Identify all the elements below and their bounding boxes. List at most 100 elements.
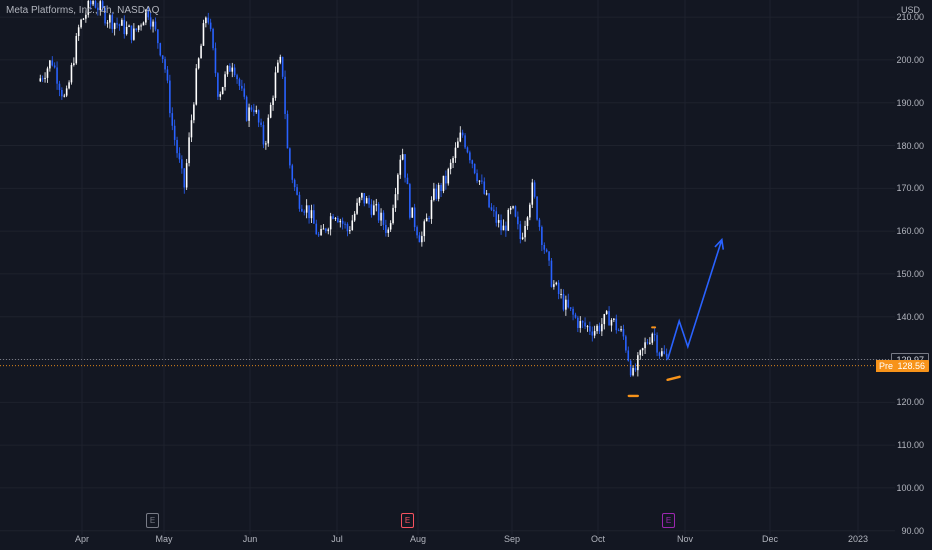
candle-body: [207, 17, 210, 23]
candle-body: [572, 308, 574, 315]
candle-body: [481, 180, 483, 182]
candle-body: [152, 21, 154, 27]
candle-body: [310, 210, 313, 219]
candle-body: [269, 104, 272, 118]
candle-body: [44, 77, 46, 79]
candle-body: [586, 326, 589, 328]
candle-body: [221, 87, 224, 95]
candle-body: [526, 217, 529, 226]
candle-body: [49, 60, 51, 69]
earnings-event-icon[interactable]: E: [401, 513, 414, 528]
candle-body: [349, 230, 351, 232]
candle-body: [92, 1, 94, 5]
x-tick-label: Jun: [242, 534, 258, 544]
candle-body: [46, 68, 49, 78]
candle-body: [608, 311, 610, 326]
candle-body: [589, 326, 591, 332]
currency-label: USD: [900, 5, 920, 15]
candle-body: [236, 75, 238, 80]
candle-body: [442, 175, 445, 192]
candle-body: [380, 212, 382, 221]
candle-body: [605, 311, 608, 315]
chart-title: Meta Platforms, Inc., 4h, NASDAQ: [6, 5, 160, 16]
x-tick-label: Apr: [74, 534, 90, 544]
candle-body: [188, 137, 190, 164]
candle-body: [603, 314, 606, 325]
candle-body: [169, 80, 171, 114]
candle-body: [435, 188, 438, 199]
candle-body: [176, 139, 178, 154]
candle-body: [245, 96, 248, 121]
candle-body: [440, 184, 442, 192]
candle-body: [461, 132, 464, 136]
candle-body: [346, 223, 349, 232]
candle-body: [375, 204, 378, 206]
candle-body: [195, 68, 198, 105]
candle-body: [459, 132, 462, 142]
candle-body: [591, 331, 594, 336]
candle-body: [433, 188, 435, 200]
candle-body: [365, 198, 368, 204]
candle-body: [65, 88, 68, 96]
candle-body: [493, 209, 495, 212]
candle-body: [512, 206, 514, 208]
candle-body: [629, 360, 632, 376]
candle-body: [565, 299, 567, 310]
x-tick-label: May: [155, 534, 173, 544]
candle-body: [159, 43, 162, 56]
earnings-event-icon[interactable]: E: [662, 513, 675, 528]
candle-body: [133, 28, 135, 40]
candle-body: [425, 217, 428, 222]
candle-body: [308, 205, 310, 219]
candle-body: [171, 113, 174, 126]
candle-body: [452, 158, 454, 163]
candle-body: [341, 220, 344, 224]
candle-body: [413, 207, 416, 228]
candle-body: [125, 26, 128, 35]
candle-body: [113, 23, 116, 30]
candle-body: [267, 117, 270, 144]
candle-body: [505, 225, 507, 231]
candle-body: [121, 19, 123, 26]
y-tick-label: 90.00: [901, 525, 924, 536]
candle-body: [457, 141, 459, 148]
candle-body: [166, 69, 169, 81]
candle-body: [423, 221, 426, 237]
candle-body: [543, 244, 546, 250]
candle-body: [545, 249, 548, 252]
candle-body: [637, 355, 639, 371]
candle-body: [51, 60, 54, 66]
candle-body: [610, 319, 613, 326]
candle-body: [473, 163, 476, 174]
candle-body: [476, 173, 478, 182]
candle-body: [411, 207, 414, 218]
candle-body: [200, 45, 202, 59]
candle-body: [116, 23, 118, 25]
candle-body: [75, 36, 78, 64]
candle-body: [61, 90, 63, 97]
candle-body: [634, 368, 637, 371]
candle-body: [140, 25, 142, 27]
candle-body: [111, 15, 114, 30]
candle-body: [483, 181, 486, 194]
candle-body: [385, 224, 387, 233]
candle-body: [238, 79, 241, 86]
candle-body: [601, 324, 603, 332]
earnings-event-icon[interactable]: E: [146, 513, 159, 528]
candle-body: [219, 94, 222, 97]
candle-body: [646, 342, 649, 344]
candle-body: [94, 1, 97, 8]
candle-body: [229, 65, 231, 72]
candle-body: [437, 184, 440, 199]
premarket-label: Pre: [875, 359, 896, 372]
candle-body: [130, 25, 133, 40]
marker-low-2: [666, 375, 681, 381]
candle-body: [389, 223, 392, 230]
candle-body: [368, 198, 370, 205]
candle-body: [653, 333, 656, 336]
candle-body: [665, 353, 668, 357]
candle-body: [301, 208, 303, 212]
candle-body: [358, 197, 361, 203]
candle-body: [233, 67, 236, 76]
